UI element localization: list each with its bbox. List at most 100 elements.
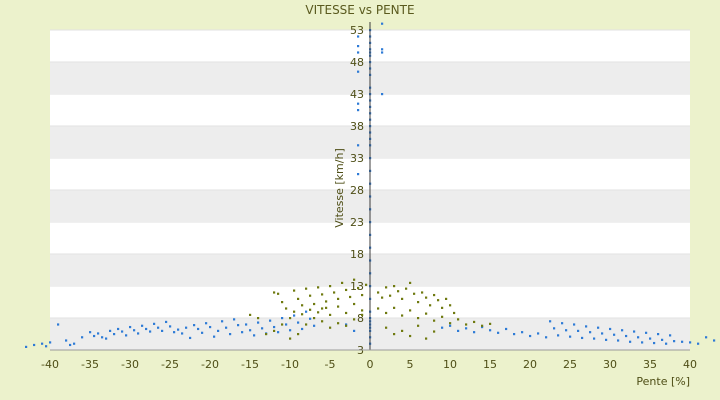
data-point — [417, 317, 420, 320]
data-point — [361, 293, 364, 297]
data-point — [409, 309, 412, 312]
data-point — [281, 301, 284, 304]
data-point — [645, 331, 648, 334]
data-point — [385, 286, 388, 289]
data-point — [361, 313, 364, 316]
data-point — [445, 297, 448, 300]
data-point — [437, 299, 440, 302]
data-point — [305, 323, 308, 326]
data-point — [641, 341, 644, 344]
data-point — [177, 328, 180, 331]
x-tick-label: 5 — [407, 358, 414, 371]
data-point — [217, 329, 220, 332]
data-point — [581, 336, 584, 340]
data-point — [661, 338, 664, 341]
x-tick-label: 40 — [683, 358, 697, 371]
data-point — [337, 322, 340, 325]
data-point — [305, 310, 308, 313]
data-point — [25, 345, 28, 348]
data-point — [65, 339, 68, 342]
y-tick-label: 53 — [350, 24, 364, 37]
data-point — [357, 35, 360, 38]
data-point — [401, 297, 404, 300]
data-point — [165, 320, 168, 324]
data-point — [45, 345, 48, 348]
data-point — [133, 329, 136, 332]
data-point — [285, 307, 288, 310]
x-tick-labels: -40 -35 -30 -25 -20 -15 -10 -5 0 5 10 15 20 25 30 35 40 — [41, 358, 697, 371]
data-point — [257, 321, 260, 324]
data-point — [545, 336, 548, 339]
data-point — [357, 102, 360, 105]
data-point — [73, 342, 76, 345]
data-point — [153, 322, 156, 325]
data-point — [409, 334, 412, 338]
data-point — [321, 293, 324, 296]
data-point — [689, 341, 692, 344]
data-point — [345, 288, 348, 292]
data-point — [489, 322, 492, 325]
data-point — [289, 329, 292, 332]
y-tick-label: 28 — [350, 184, 364, 197]
data-point — [497, 331, 500, 334]
data-point — [41, 342, 44, 345]
x-tick-label: 15 — [483, 358, 497, 371]
data-point — [393, 333, 396, 336]
data-point — [249, 329, 252, 332]
data-point — [117, 327, 120, 331]
data-point — [593, 337, 596, 340]
y-tick-label: 38 — [350, 120, 364, 133]
y-axis-label: Vitesse [km/h] — [333, 148, 346, 228]
data-point — [89, 331, 92, 334]
data-point — [417, 301, 420, 304]
data-point — [629, 340, 632, 343]
data-point — [401, 314, 404, 317]
chart-title: VITESSE vs PENTE — [305, 3, 414, 17]
data-point — [233, 318, 236, 321]
data-point — [309, 294, 312, 297]
y-tick-label: 18 — [350, 248, 364, 261]
data-point — [137, 332, 140, 335]
data-point — [349, 295, 352, 299]
data-point — [321, 307, 324, 310]
data-point — [357, 51, 360, 54]
data-point — [185, 326, 188, 329]
data-point — [353, 318, 356, 321]
data-point — [241, 331, 244, 334]
data-point — [449, 304, 452, 307]
data-point — [557, 334, 560, 337]
x-tick-label: 0 — [367, 358, 374, 371]
data-point — [297, 321, 300, 324]
data-point — [381, 93, 384, 96]
data-point — [245, 323, 248, 326]
data-point — [377, 307, 380, 310]
data-point — [101, 336, 104, 339]
data-point — [381, 51, 384, 54]
data-point — [289, 337, 292, 340]
data-point — [393, 306, 396, 309]
data-point — [357, 286, 360, 290]
data-point — [325, 306, 328, 309]
data-point — [273, 291, 276, 294]
data-point — [313, 302, 316, 306]
data-point — [537, 332, 540, 335]
data-point — [229, 333, 232, 336]
data-point — [433, 319, 436, 322]
data-point — [129, 325, 132, 329]
data-point — [585, 325, 588, 328]
data-point — [597, 326, 600, 329]
data-point — [269, 319, 272, 322]
x-tick-label: 30 — [603, 358, 617, 371]
data-point — [681, 340, 684, 343]
data-point — [529, 334, 532, 338]
x-tick-label: -5 — [325, 358, 336, 371]
data-point — [441, 306, 444, 309]
data-point — [329, 326, 332, 329]
data-point — [57, 323, 60, 326]
data-point — [321, 320, 324, 323]
data-point — [325, 300, 328, 303]
data-point — [625, 334, 628, 338]
data-point — [289, 317, 292, 320]
y-tick-label: 23 — [350, 216, 364, 229]
data-point — [81, 336, 84, 339]
